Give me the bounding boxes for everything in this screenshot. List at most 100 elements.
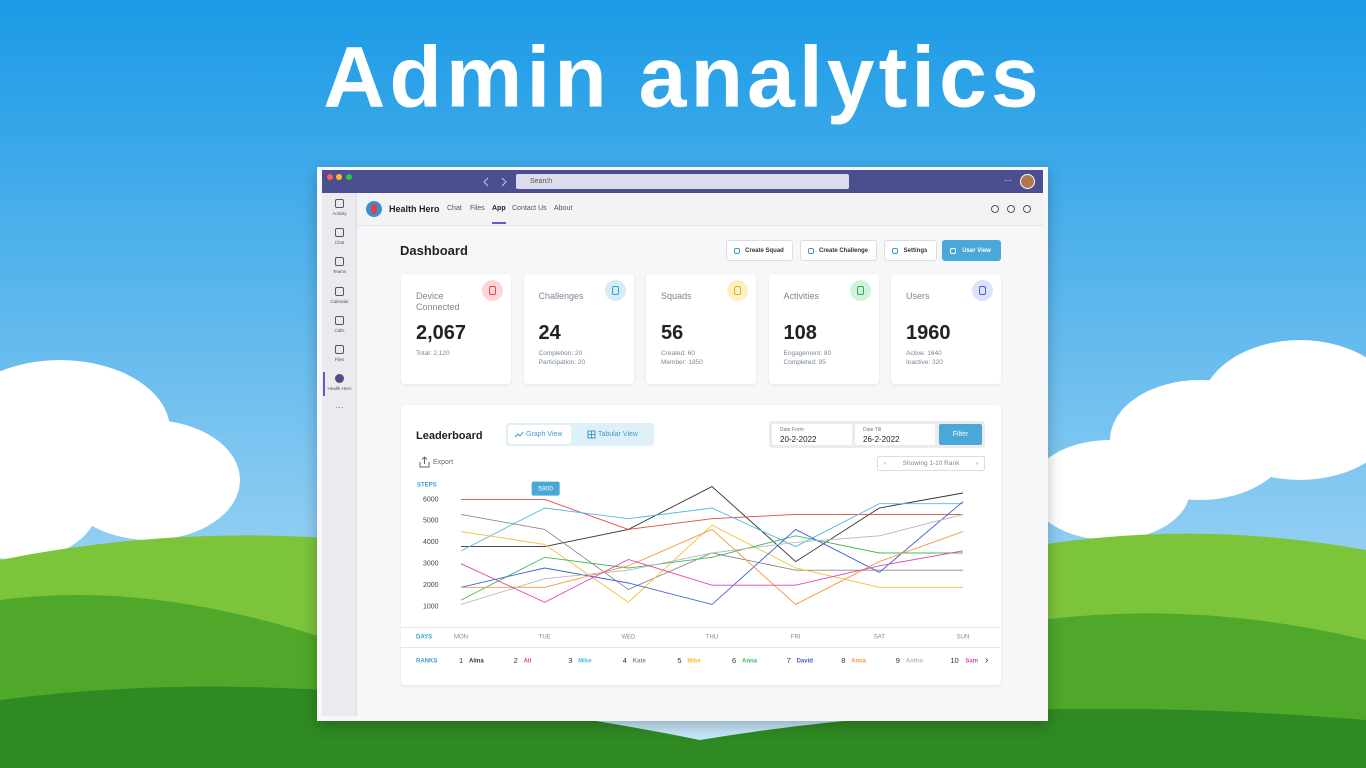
more-menu[interactable]: ···	[1004, 176, 1012, 185]
pager-next[interactable]: ›	[975, 460, 978, 467]
sidebar-more[interactable]: ···	[335, 403, 344, 412]
sidebar-label: Health Hero	[327, 386, 352, 392]
stat-icon	[482, 280, 503, 301]
stat-value: 108	[783, 322, 817, 344]
stat-icon-glyph	[489, 286, 496, 295]
stat-icon-glyph	[979, 286, 986, 295]
pager-prev[interactable]: ‹	[884, 460, 887, 467]
button-icon	[808, 248, 814, 254]
stat-detail: Active: 1640	[906, 350, 942, 357]
stat-detail: Created: 60	[661, 350, 695, 357]
date-from-value: 20-2-2022	[780, 435, 817, 444]
export-icon	[419, 456, 430, 468]
header-icons[interactable]	[989, 203, 1033, 215]
sidebar-label: Teams	[332, 269, 347, 275]
stat-label: Challenges	[538, 291, 584, 301]
date-from[interactable]: Date From 20-2-2022	[772, 424, 852, 445]
tab[interactable]: Chat	[447, 205, 462, 212]
close-dot[interactable]	[327, 174, 333, 180]
stat-label: Users	[906, 291, 930, 301]
sidebar: Activity Chat Teams Calendar Calls Files Healt…	[322, 193, 357, 716]
stat-icon	[849, 280, 871, 301]
sidebar-icon[interactable]	[335, 374, 344, 384]
stat-card: Squads 56 Created: 60 Member: 1850	[646, 274, 756, 384]
stat-icon-glyph	[856, 286, 864, 295]
stat-value: 56	[661, 322, 684, 344]
stat-card: Users 1960 Active: 1640 Inactive: 320	[891, 274, 1001, 384]
stat-detail: Completed: 95	[783, 359, 826, 366]
sidebar-icon[interactable]	[335, 286, 344, 296]
date-till-label: Date Till	[863, 427, 882, 433]
leaderboard-title: Leaderboard	[416, 430, 483, 442]
stat-icon-glyph	[611, 286, 619, 295]
tab-underline	[492, 222, 506, 224]
stat-card: Device Connected 2,067 Total: 2,120	[401, 274, 511, 384]
active-indicator	[323, 372, 325, 397]
title-bar: Search ···	[322, 170, 1043, 193]
tab[interactable]: App	[492, 205, 506, 212]
date-from-label: Date From	[780, 427, 804, 433]
export-label: Export	[433, 459, 454, 466]
sidebar-label: Calls	[334, 327, 345, 333]
stat-detail: Engagement: 80	[783, 350, 832, 357]
filter-button[interactable]: Filter	[939, 424, 982, 445]
export-button[interactable]: Export	[433, 459, 453, 466]
action-button[interactable]: Create Challenge	[800, 240, 877, 261]
button-label: Create Challenge	[818, 247, 869, 254]
view-toggle: Graph View Tabular View	[506, 423, 654, 446]
maximize-dot[interactable]	[346, 174, 352, 180]
app-logo	[366, 201, 382, 217]
dashboard-title: Dashboard	[400, 243, 468, 258]
stat-detail: Completion: 20	[538, 350, 583, 357]
button-label: Settings	[903, 247, 928, 254]
app-name: Health Hero	[389, 204, 440, 214]
button-icon	[734, 248, 740, 254]
divider	[401, 647, 1001, 648]
search-placeholder: Search	[530, 178, 553, 185]
action-button[interactable]: User View	[942, 240, 1001, 261]
sidebar-icon[interactable]	[335, 199, 344, 208]
hero-title: Admin analytics	[323, 30, 1043, 126]
date-till[interactable]: Date Till 26-2-2022	[855, 424, 935, 445]
tabular-view-button[interactable]: Tabular View	[576, 425, 652, 444]
date-filter: Date From 20-2-2022 Date Till 26-2-2022 …	[769, 421, 985, 448]
stat-label: Device Connected	[416, 291, 460, 312]
search-box[interactable]: Search	[516, 174, 849, 189]
sidebar-icon[interactable]	[335, 257, 344, 267]
avatar[interactable]	[1020, 174, 1035, 189]
minimize-dot[interactable]	[336, 174, 342, 180]
tab[interactable]: Files	[470, 205, 485, 212]
stat-detail: Inactive: 320	[906, 359, 943, 366]
stat-detail: Total: 2,120	[416, 350, 450, 357]
sidebar-icon[interactable]	[335, 345, 344, 354]
stat-card: Activities 108 Engagement: 80 Completed: 95	[768, 274, 879, 384]
tab[interactable]: Contact Us	[512, 205, 547, 212]
sidebar-label: Chat	[334, 240, 345, 246]
nav-arrows[interactable]	[482, 176, 508, 188]
stat-value: 2,067	[416, 322, 467, 344]
divider	[401, 627, 1001, 628]
filter-label: Filter	[952, 431, 969, 438]
button-icon	[950, 248, 956, 254]
action-button[interactable]: Create Squad	[726, 240, 793, 261]
graph-view-button[interactable]: Graph View	[508, 425, 571, 444]
stat-detail: Participation: 20	[538, 359, 586, 366]
stat-icon	[604, 280, 626, 301]
pager-label: Showing 1-10 Rank	[902, 460, 960, 467]
button-label: User View	[962, 247, 991, 254]
app-header: Health Hero Chat Files App Contact Us About	[357, 193, 1043, 226]
stat-icon	[727, 280, 748, 301]
sidebar-icon[interactable]	[335, 228, 344, 238]
leaderboard-card: Leaderboard Graph View Tabular View Date…	[401, 405, 1001, 685]
graph-view-label: Graph View	[526, 431, 563, 438]
action-button[interactable]: Settings	[884, 240, 937, 261]
ranks-next[interactable]: ›	[985, 655, 989, 666]
pager: ‹ Showing 1-10 Rank ›	[877, 456, 985, 471]
tab[interactable]: About	[554, 205, 573, 212]
sidebar-label: Calendar	[330, 298, 349, 304]
stat-value: 24	[538, 322, 561, 344]
stat-icon-glyph	[734, 286, 741, 295]
sidebar-icon[interactable]	[335, 315, 344, 325]
sidebar-label: Activity	[332, 211, 347, 216]
